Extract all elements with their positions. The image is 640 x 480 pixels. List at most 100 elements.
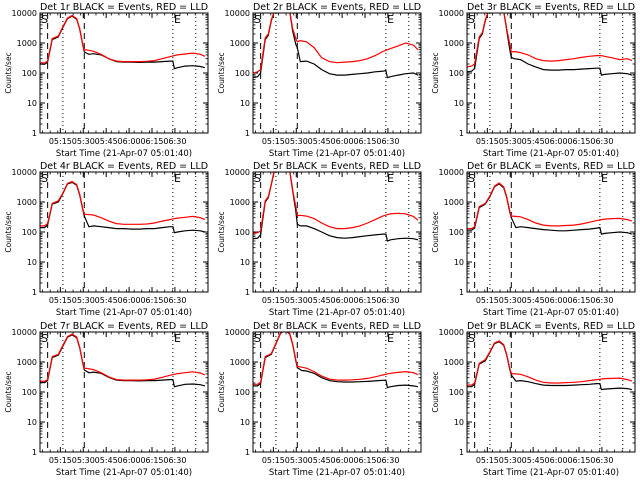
flag-label-e: E [387, 332, 394, 345]
y-tick-label: 1000 [444, 198, 464, 207]
flag-label-s: S [254, 13, 261, 26]
x-tick-label: 05:30 [499, 456, 522, 465]
x-tick-label: 05:15 [262, 296, 285, 305]
panel-title: Det 3r BLACK = Events, RED = LLD [467, 2, 635, 13]
flag-label-s: S [41, 172, 48, 185]
x-tick-label: 05:15 [476, 137, 499, 146]
y-tick-label: 10 [454, 418, 464, 427]
x-tick-label: 06:00 [331, 456, 354, 465]
x-tick-label: 05:45 [522, 456, 545, 465]
x-tick-label: 05:45 [308, 137, 331, 146]
plot-frame [466, 12, 636, 134]
flag-label-s: S [41, 332, 48, 345]
y-tick-label: 1 [245, 129, 250, 138]
x-tick-label: 06:30 [590, 296, 613, 305]
x-axis-label: Start Time (21-Apr-07 05:01:40) [483, 468, 619, 478]
x-tick-label: 05:15 [476, 296, 499, 305]
y-axis-label: Counts/sec [4, 52, 13, 93]
flag-label-s: S [468, 172, 475, 185]
y-tick-label: 10 [240, 418, 250, 427]
y-tick-label: 10000 [439, 168, 464, 177]
panel-title: Det 6r BLACK = Events, RED = LLD [467, 161, 635, 172]
detector-panel: Det 2r BLACK = Events, RED = LLD Counts/s… [217, 2, 422, 159]
x-tick-label: 05:45 [95, 137, 118, 146]
x-tick-label: 05:30 [72, 296, 95, 305]
y-axis-label: Counts/sec [4, 211, 13, 252]
x-tick-label: 05:45 [95, 456, 118, 465]
y-tick-label: 100 [22, 69, 37, 78]
x-tick-label: 06:30 [376, 456, 399, 465]
y-tick-label: 10 [454, 99, 464, 108]
y-tick-label: 1000 [17, 198, 37, 207]
x-tick-label: 05:15 [476, 456, 499, 465]
y-tick-label: 1000 [230, 39, 250, 48]
y-tick-label: 1000 [230, 358, 250, 367]
x-axis-label: Start Time (21-Apr-07 05:01:40) [269, 468, 405, 478]
flag-label-s: S [254, 332, 261, 345]
plot-frame [39, 171, 209, 293]
plot-frame [39, 331, 209, 453]
y-tick-label: 10000 [12, 9, 37, 18]
plot-frame [466, 171, 636, 293]
y-axis-label: Counts/sec [217, 371, 226, 412]
x-tick-label: 06:30 [163, 296, 186, 305]
y-axis-label: Counts/sec [431, 371, 440, 412]
y-axis-label: Counts/sec [431, 52, 440, 93]
y-axis-label: Counts/sec [4, 371, 13, 412]
detector-panel: Det 9r BLACK = Events, RED = LLD Counts/s… [431, 321, 636, 478]
y-axis-label: Counts/sec [217, 52, 226, 93]
y-tick-label: 100 [449, 69, 464, 78]
y-tick-label: 10 [240, 258, 250, 267]
detector-panel: Det 7r BLACK = Events, RED = LLD Counts/s… [4, 321, 209, 478]
y-tick-label: 100 [449, 388, 464, 397]
y-tick-label: 100 [235, 228, 250, 237]
panel-title: Det 7r BLACK = Events, RED = LLD [40, 321, 208, 332]
flag-label-s: S [254, 172, 261, 185]
y-tick-label: 1 [32, 288, 37, 297]
plot-frame [466, 331, 636, 453]
y-tick-label: 1 [459, 129, 464, 138]
flag-label-e: E [174, 172, 181, 185]
y-tick-label: 1000 [444, 358, 464, 367]
x-tick-label: 06:15 [567, 296, 590, 305]
x-tick-label: 06:15 [353, 137, 376, 146]
y-tick-label: 10000 [12, 328, 37, 337]
y-tick-label: 100 [235, 69, 250, 78]
lld-series-line [253, 13, 419, 74]
detector-panel: Det 6r BLACK = Events, RED = LLD Counts/s… [431, 161, 636, 318]
detector-panel: Det 1r BLACK = Events, RED = LLD Counts/s… [4, 2, 209, 159]
y-tick-label: 10000 [439, 9, 464, 18]
y-tick-label: 1 [459, 448, 464, 457]
flag-label-e: E [601, 172, 608, 185]
x-axis-label: Start Time (21-Apr-07 05:01:40) [56, 308, 192, 318]
plot-frame [39, 12, 209, 134]
y-tick-label: 10000 [225, 9, 250, 18]
panel-title: Det 1r BLACK = Events, RED = LLD [40, 2, 208, 13]
x-tick-label: 06:00 [118, 456, 141, 465]
plot-frame [252, 171, 422, 293]
y-tick-label: 1000 [444, 39, 464, 48]
flag-label-e: E [601, 332, 608, 345]
flag-label-s: S [468, 13, 475, 26]
plot-frame [252, 12, 422, 134]
y-tick-label: 1000 [17, 358, 37, 367]
x-tick-label: 06:30 [590, 137, 613, 146]
x-axis-label: Start Time (21-Apr-07 05:01:40) [56, 468, 192, 478]
y-tick-label: 10000 [439, 328, 464, 337]
y-tick-label: 10 [240, 99, 250, 108]
lld-series-line [467, 13, 633, 68]
x-tick-label: 05:30 [499, 137, 522, 146]
y-tick-label: 10 [27, 418, 37, 427]
flag-label-e: E [174, 332, 181, 345]
flag-label-e: E [387, 13, 394, 26]
x-tick-label: 06:00 [118, 137, 141, 146]
panel-title: Det 4r BLACK = Events, RED = LLD [40, 161, 208, 172]
x-tick-label: 06:00 [545, 137, 568, 146]
y-tick-label: 10 [454, 258, 464, 267]
y-axis-label: Counts/sec [431, 211, 440, 252]
y-tick-label: 10000 [225, 328, 250, 337]
y-tick-label: 1 [245, 448, 250, 457]
x-tick-label: 06:15 [567, 456, 590, 465]
lld-series-line [40, 180, 206, 227]
y-tick-label: 10000 [12, 168, 37, 177]
